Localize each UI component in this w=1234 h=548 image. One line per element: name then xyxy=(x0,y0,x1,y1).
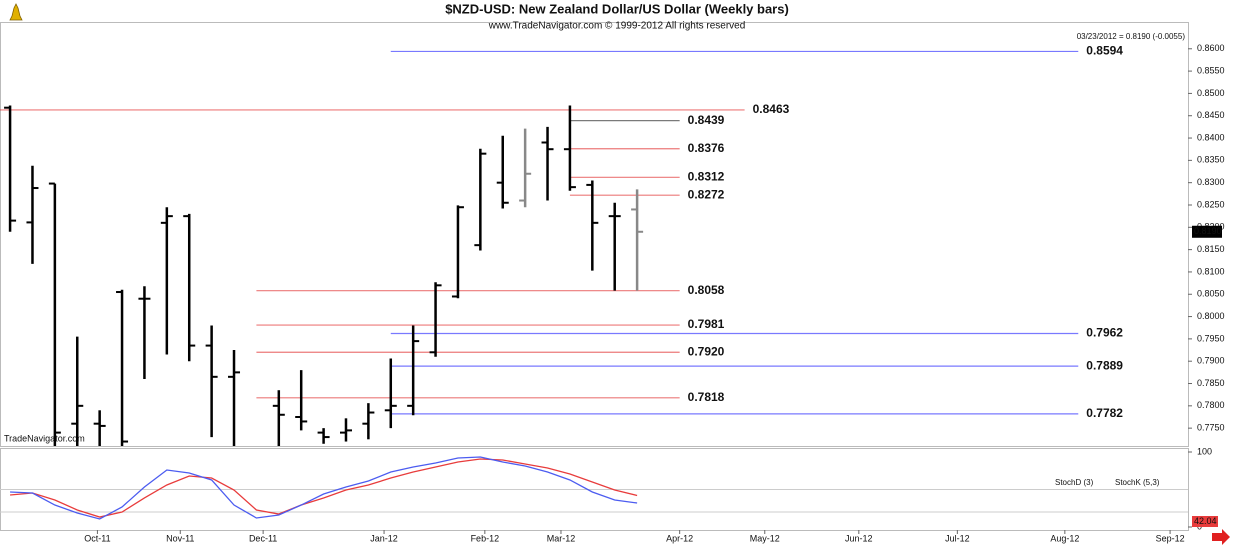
level-label: 0.8272 xyxy=(688,187,725,201)
logo xyxy=(9,3,23,21)
y-tick-label: 0.8000 xyxy=(1197,311,1225,321)
chart-title: $NZD-USD: New Zealand Dollar/US Dollar (… xyxy=(445,1,789,16)
level-label: 0.7981 xyxy=(688,317,725,331)
x-tick-label: Jan-12 xyxy=(370,533,398,543)
indicator-value-box xyxy=(1192,516,1218,527)
y-tick-label: 0.8300 xyxy=(1197,177,1225,187)
y-tick-label: 0.8150 xyxy=(1197,244,1225,254)
y-tick-label: 100 xyxy=(1197,446,1212,456)
indicator-line xyxy=(10,456,638,520)
level-label: 0.8312 xyxy=(688,169,725,183)
y-tick-label: 0.8500 xyxy=(1197,88,1225,98)
y-tick-label: 0.8250 xyxy=(1197,199,1225,209)
scroll-arrow[interactable] xyxy=(1212,529,1230,545)
x-tick-label: Nov-11 xyxy=(166,533,194,543)
x-tick-label: May-12 xyxy=(750,533,780,543)
y-tick-label: 0.7750 xyxy=(1197,423,1225,433)
y-tick-label: 0.7800 xyxy=(1197,400,1225,410)
level-label: 0.7962 xyxy=(1086,326,1123,340)
x-tick-label: Apr-12 xyxy=(666,533,693,543)
level-label: 0.8376 xyxy=(688,141,725,155)
last-price-label: 0.8190 xyxy=(1194,226,1222,236)
y-tick-label: 0.8400 xyxy=(1197,132,1225,142)
x-tick-label: Jul-12 xyxy=(945,533,970,543)
level-label: 0.7889 xyxy=(1086,358,1123,372)
chart-subtitle: www.TradeNavigator.com © 1999-2012 All r… xyxy=(488,21,746,32)
level-label: 0.7782 xyxy=(1086,406,1123,420)
x-tick-label: Mar-12 xyxy=(547,533,576,543)
level-label: 0.7920 xyxy=(688,344,725,358)
level-label: 0.8439 xyxy=(688,113,725,127)
watermark: TradeNavigator.com xyxy=(4,433,85,443)
indicator-line xyxy=(10,458,638,518)
y-tick-label: 0.8450 xyxy=(1197,110,1225,120)
y-tick-label: 0.8050 xyxy=(1197,289,1225,299)
x-tick-label: Feb-12 xyxy=(471,533,500,543)
indicator-value-label: 42.04 xyxy=(1194,516,1217,526)
x-tick-label: Aug-12 xyxy=(1050,533,1079,543)
y-tick-label: 0.8100 xyxy=(1197,266,1225,276)
y-tick-label: 0.8600 xyxy=(1197,43,1225,53)
y-tick-label: 0.7900 xyxy=(1197,356,1225,366)
y-tick-label: 0.8350 xyxy=(1197,155,1225,165)
level-label: 0.8463 xyxy=(753,102,790,116)
last-price-box xyxy=(1192,225,1222,238)
x-tick-label: Sep-12 xyxy=(1156,533,1185,543)
price-panel xyxy=(0,22,1189,447)
x-tick-label: Dec-11 xyxy=(249,533,277,543)
y-tick-label: 0.7950 xyxy=(1197,333,1225,343)
status: 03/23/2012 = 0.8190 (-0.0055) xyxy=(1077,32,1186,41)
level-label: 0.8058 xyxy=(688,283,725,297)
level-label: 0.8594 xyxy=(1086,44,1123,58)
legend-entry: StochK (5,3) xyxy=(1115,478,1160,487)
y-tick-label: 0.8550 xyxy=(1197,65,1225,75)
x-tick-label: Jun-12 xyxy=(845,533,873,543)
x-tick-label: Oct-11 xyxy=(84,533,110,543)
level-label: 0.7818 xyxy=(688,390,725,404)
legend-entry: StochD (3) xyxy=(1055,478,1094,487)
y-tick-label: 0.7850 xyxy=(1197,378,1225,388)
